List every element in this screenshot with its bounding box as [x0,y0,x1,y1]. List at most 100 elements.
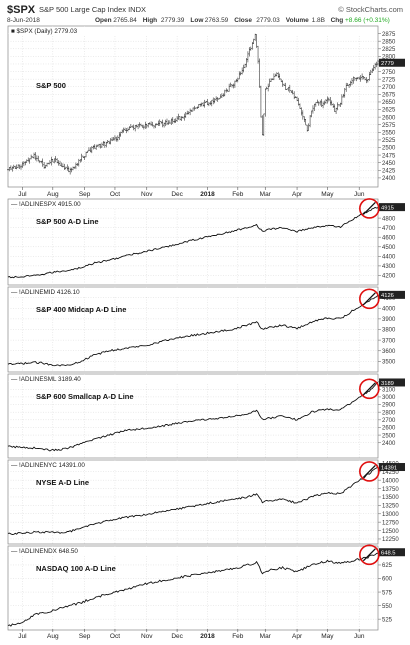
y-tick-label: 4700 [382,226,396,232]
y-tick-label: 2475 [382,153,396,159]
y-tick-label: 2525 [382,138,396,144]
brand-text: © StockCharts.com [338,5,403,14]
y-tick-label: 2750 [382,70,396,76]
y-tick-label: 14000 [382,478,399,484]
month-label: Feb [232,191,244,198]
y-tick-label: 3700 [382,338,396,344]
y-tick-label: 550 [382,604,393,610]
month-label: Mar [260,633,272,640]
y-tick-label: 2900 [382,403,396,409]
ad-line [7,552,379,627]
symbol-text: $SPX [7,4,36,16]
last-value-tag [379,58,405,67]
month-label: Aug [47,191,59,198]
y-tick-label: 2400 [382,176,396,182]
y-tick-label: 2425 [382,168,396,174]
y-tick-label: 4200 [382,274,396,280]
panel-frame [7,25,379,188]
quote-value: +8.66 (+0.31%) [345,17,390,24]
panel-frame [7,198,379,286]
y-tick-label: 600 [382,577,393,583]
y-tick-label: 2650 [382,100,396,106]
y-tick-label: 2825 [382,47,396,53]
legend-bg [8,546,378,555]
y-tick-label: 2500 [382,433,396,439]
y-tick-label: 4000 [382,306,396,312]
y-tick-label: 3600 [382,349,396,355]
y-tick-label: 4800 [382,216,396,222]
y-tick-label: 2500 [382,146,396,152]
y-tick-label: 3000 [382,395,396,401]
series-legend: — !ADLINEMID 4126.10 [11,289,80,296]
y-tick-label: 2850 [382,39,396,45]
quote-value: 2779.39 [161,17,185,24]
y-tick-label: 12500 [382,529,399,535]
last-value-tag [379,203,405,212]
panel-frame [7,545,379,631]
quote-label: Low [190,17,204,24]
y-tick-label: 2875 [382,32,396,38]
last-value-tag [379,290,405,299]
month-label: Apr [292,633,303,640]
last-value-text: 2779 [381,61,394,67]
quote-label: Volume [286,17,309,24]
ad-line [7,466,379,535]
series-label: S&P 600 Smallcap A-D Line [36,392,134,401]
y-tick-label: 2700 [382,418,396,424]
series-label: S&P 400 Midcap A-D Line [36,305,126,314]
quote-label: Close [234,17,252,24]
y-tick-label: 2675 [382,93,396,99]
highlight-circle [359,378,380,400]
y-tick-label: 4300 [382,264,396,270]
month-label: Apr [292,191,303,198]
month-label: Jun [354,191,365,198]
last-value-text: 14391 [381,465,397,471]
y-tick-label: 4400 [382,255,396,261]
month-label: 2018 [200,191,215,198]
ad-line [7,381,379,452]
series-label: S&P 500 A-D Line [36,217,99,226]
month-label: Feb [232,633,244,640]
y-tick-label: 3800 [382,328,396,334]
series-label: S&P 500 [36,81,66,90]
last-value-text: 4915 [381,205,394,211]
last-value-tag [379,378,405,387]
y-tick-label: 2700 [382,85,396,91]
month-label: Oct [110,633,120,640]
quote-value: 2779.03 [256,17,280,24]
month-label: 2018 [200,633,215,640]
series-legend: — !ADLINESML 3189.40 [11,376,81,383]
y-tick-label: 13500 [382,495,399,501]
y-tick-label: 2800 [382,410,396,416]
highlight-arrow [362,548,376,562]
month-label: Nov [141,191,153,198]
panel-frame [7,459,379,545]
month-label: Aug [47,633,59,640]
legend-bg [8,460,378,469]
quote-label: Chg [331,17,344,24]
quote-value: 2765.84 [113,17,137,24]
panel-frame [7,373,379,459]
y-tick-label: 13750 [382,487,399,493]
highlight-circle [359,461,380,482]
highlight-arrow [362,464,376,478]
index-name-text: S&P 500 Large Cap Index INDX [39,5,146,14]
series-legend: — !ADLINESPX 4915.00 [11,201,81,208]
month-label: Dec [171,633,183,640]
y-tick-label: 525 [382,617,393,623]
y-tick-label: 3900 [382,317,396,323]
y-tick-label: 2600 [382,426,396,432]
highlight-arrow [362,202,376,215]
series-legend: — !ADLINENDX 648.50 [11,548,78,555]
y-tick-label: 14250 [382,470,399,476]
last-value-text: 4126 [381,293,394,299]
y-tick-label: 2400 [382,441,396,447]
legend-bg [8,374,378,383]
y-tick-label: 13000 [382,512,399,518]
y-tick-label: 2725 [382,77,396,83]
month-label: Nov [141,633,153,640]
highlight-arrow [362,382,376,396]
y-tick-label: 4600 [382,235,396,241]
month-label: Oct [110,191,120,198]
